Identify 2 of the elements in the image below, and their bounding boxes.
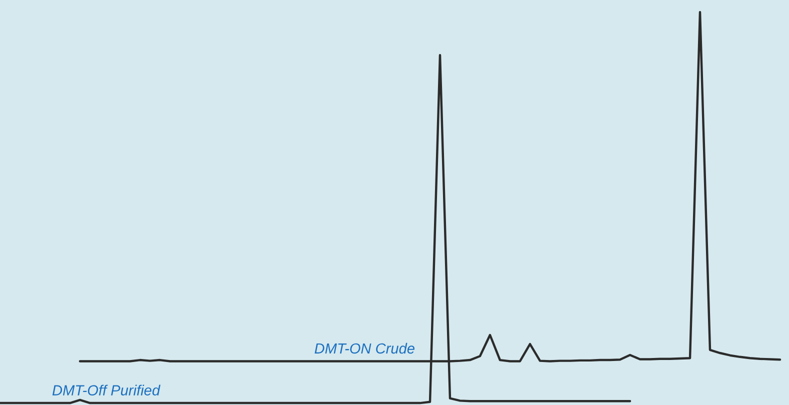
series-label: DMT-Off Purified xyxy=(52,384,160,396)
series-label: DMT-ON Crude xyxy=(314,342,414,354)
